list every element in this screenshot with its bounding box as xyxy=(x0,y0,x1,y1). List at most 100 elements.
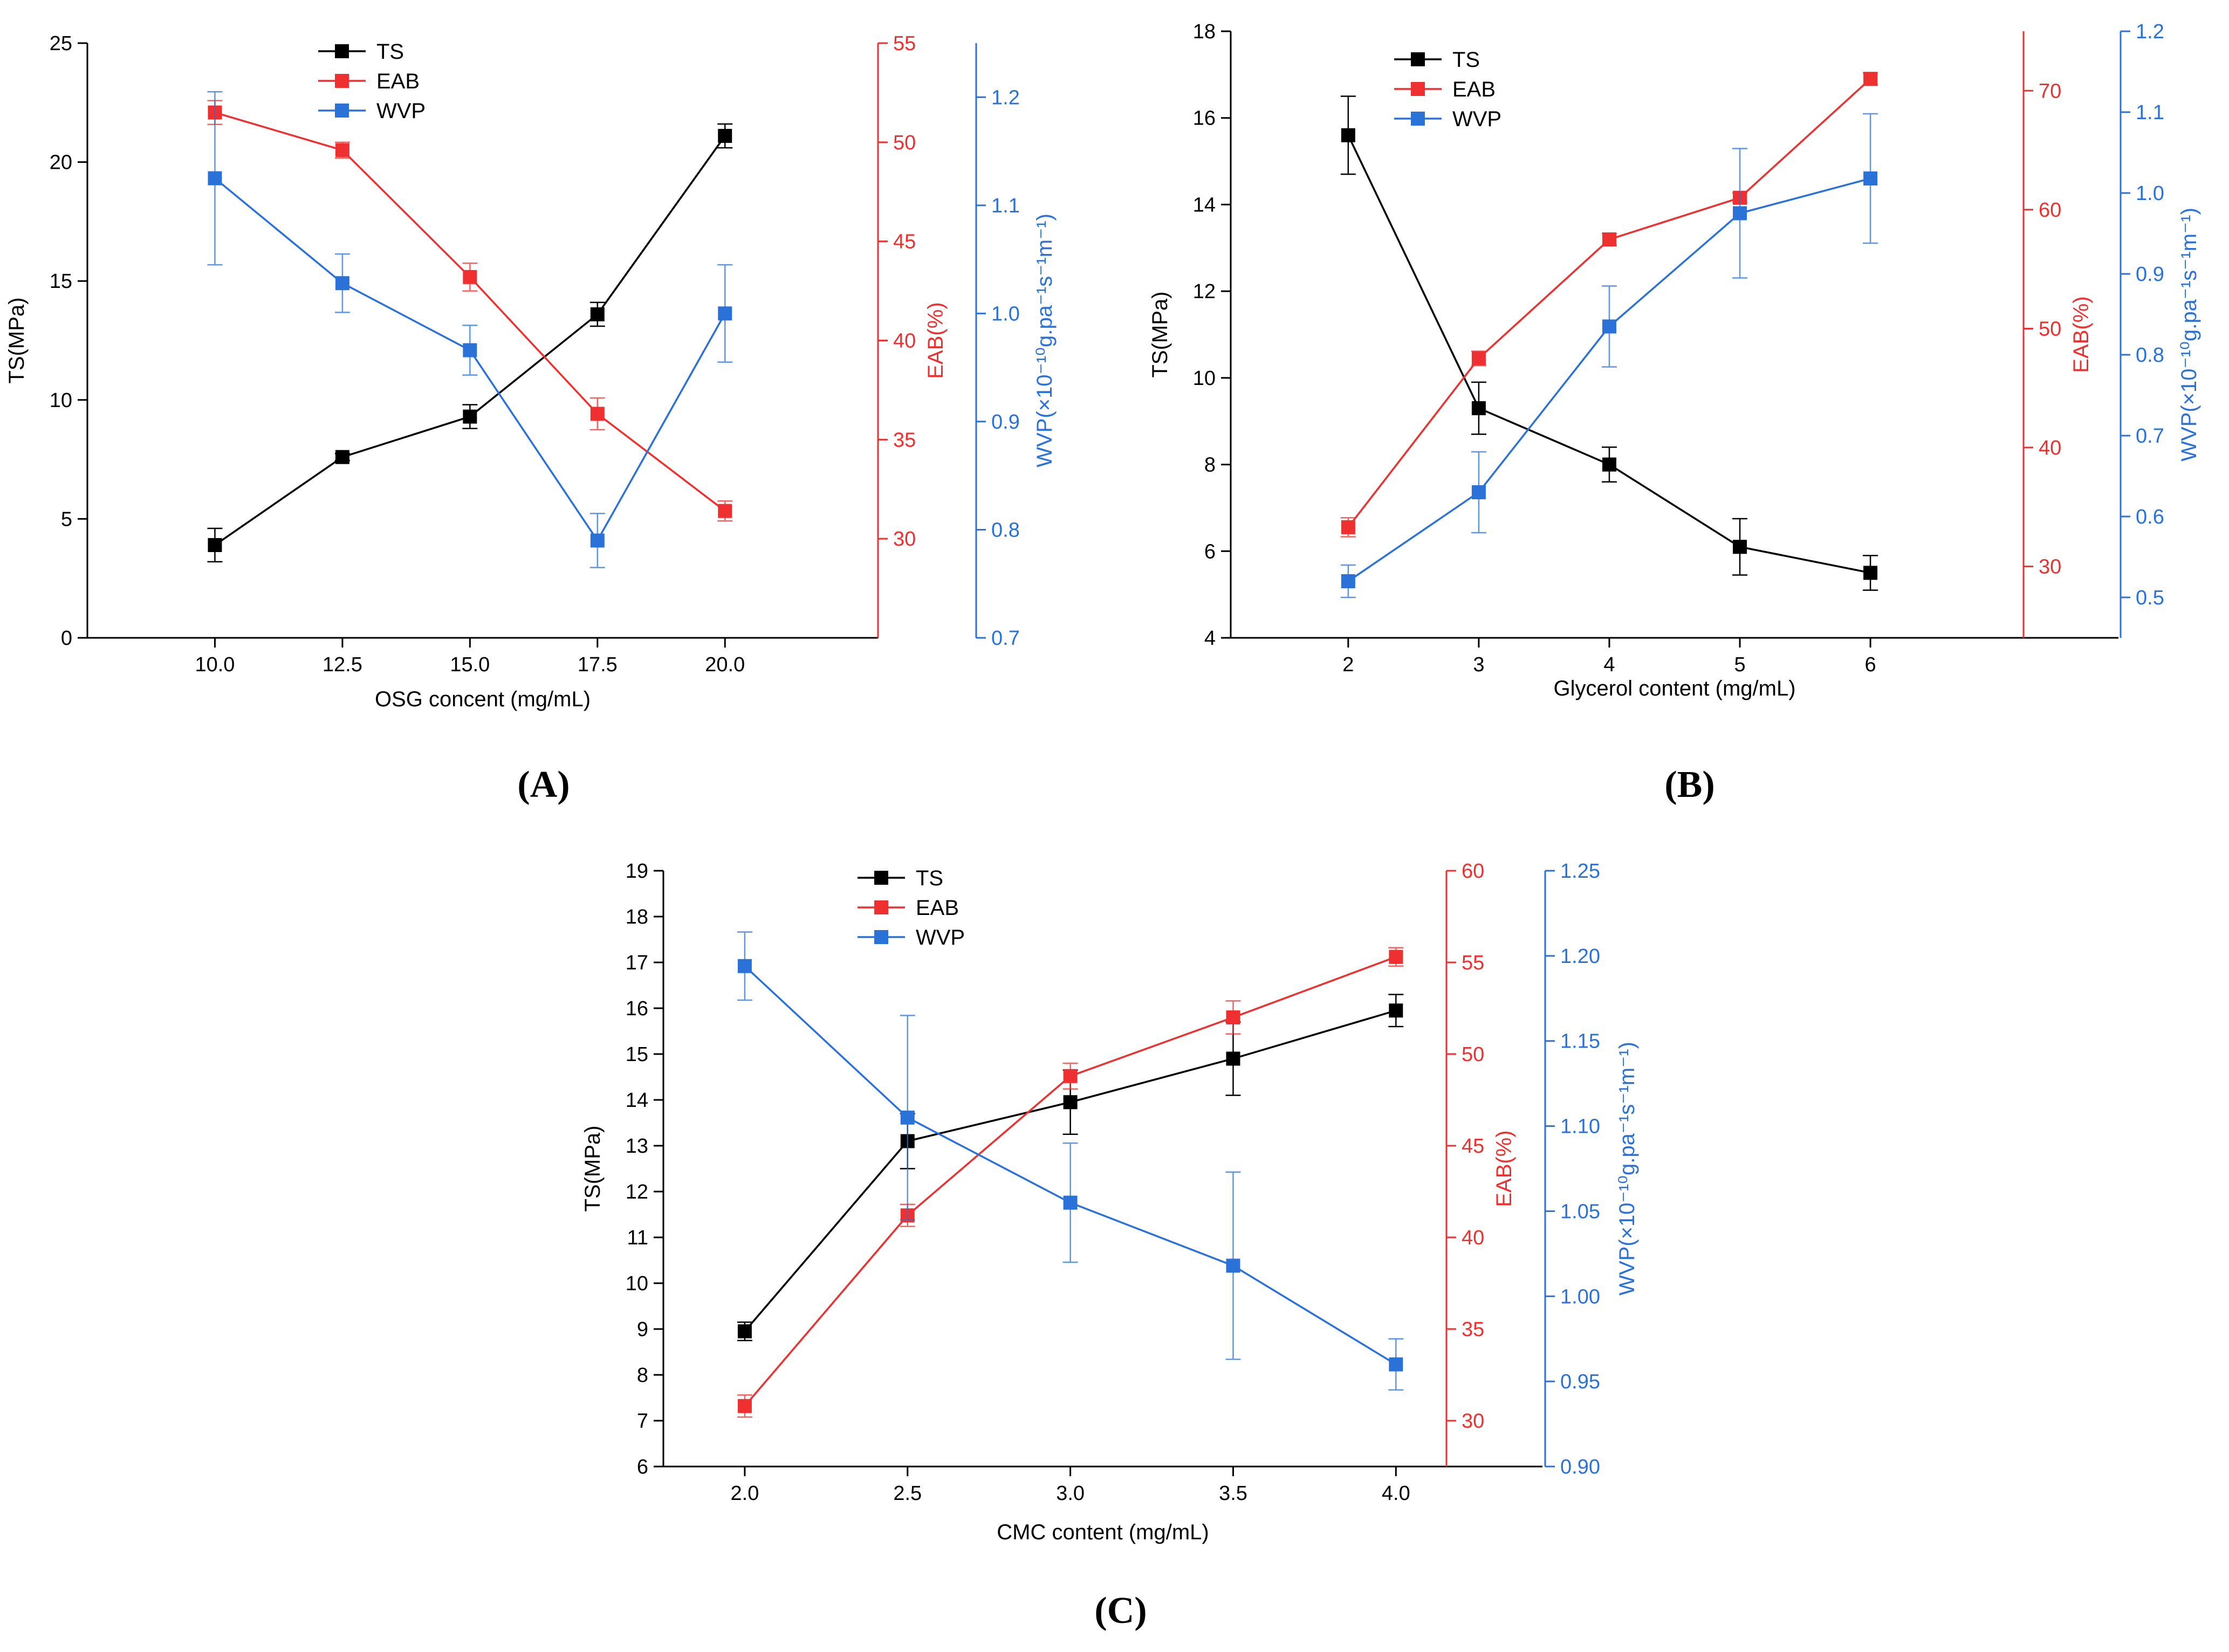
wvp-data-point xyxy=(900,1110,915,1125)
eab-tick-label: 45 xyxy=(893,231,916,253)
eab-axis-title: EAB(%) xyxy=(924,302,948,378)
legend-marker-ts xyxy=(335,44,349,58)
wvp-tick-label: 0.6 xyxy=(2136,506,2164,528)
ts-tick-label: 11 xyxy=(627,1227,648,1249)
wvp-data-point xyxy=(1863,171,1878,185)
wvp-data-point xyxy=(463,343,477,357)
x-tick-label: 2.5 xyxy=(893,1482,922,1505)
ts-tick-label: 5 xyxy=(61,508,72,531)
ts-tick-label: 8 xyxy=(637,1364,648,1387)
wvp-data-point xyxy=(1341,574,1355,588)
eab-data-point xyxy=(463,270,477,284)
wvp-tick-label: 1.05 xyxy=(1560,1200,1600,1223)
wvp-data-point xyxy=(1471,485,1486,499)
ts-data-point xyxy=(590,307,605,321)
wvp-tick-label: 1.1 xyxy=(2136,101,2164,124)
ts-data-point xyxy=(1733,540,1747,554)
wvp-tick-label: 0.9 xyxy=(2136,263,2164,286)
ts-data-point xyxy=(208,538,222,552)
ts-data-point xyxy=(1389,1003,1403,1018)
ts-tick-label: 6 xyxy=(637,1456,648,1478)
eab-data-point xyxy=(718,504,732,518)
eab-tick-label: 30 xyxy=(893,528,916,550)
legend-marker-eab xyxy=(335,74,349,88)
ts-tick-label: 19 xyxy=(626,860,648,883)
wvp-axis-title: WVP(×10⁻¹⁰g.pa⁻¹s⁻¹m⁻¹) xyxy=(2177,208,2201,462)
ts-tick-label: 12 xyxy=(626,1181,648,1203)
x-tick-label: 15.0 xyxy=(450,653,490,676)
ts-tick-label: 13 xyxy=(626,1135,648,1158)
ts-data-point xyxy=(1226,1051,1240,1066)
eab-tick-label: 40 xyxy=(1462,1227,1484,1249)
ts-tick-label: 18 xyxy=(1193,20,1216,43)
ts-data-point xyxy=(1341,128,1355,142)
wvp-axis-title: WVP(×10⁻¹⁰g.pa⁻¹s⁻¹m⁻¹) xyxy=(1033,214,1057,467)
panel-label: (A) xyxy=(517,764,570,806)
wvp-data-point xyxy=(1063,1195,1078,1210)
legend-marker-eab xyxy=(874,900,888,914)
eab-data-point xyxy=(1063,1069,1078,1083)
wvp-data-point xyxy=(1389,1357,1403,1372)
eab-tick-label: 30 xyxy=(1462,1410,1484,1433)
ts-tick-label: 14 xyxy=(626,1089,648,1112)
eab-data-point xyxy=(737,1399,752,1413)
ts-tick-label: 14 xyxy=(1193,194,1216,216)
eab-data-point xyxy=(1226,1010,1240,1024)
wvp-tick-label: 0.9 xyxy=(991,411,1020,433)
x-tick-label: 17.5 xyxy=(578,653,618,676)
chart-panel-3: 6 7 8 9 10 11 12 13 14 15 16 17 18 19 TS(MPa) 2.0 2.5 3.0… xyxy=(581,860,1639,1632)
wvp-tick-label: 0.90 xyxy=(1560,1456,1600,1478)
x-tick-label: 6 xyxy=(1865,653,1876,676)
eab-tick-label: 45 xyxy=(1462,1135,1484,1158)
legend-label-wvp: WVP xyxy=(916,926,965,949)
eab-data-point xyxy=(1341,520,1355,534)
wvp-tick-label: 1.1 xyxy=(991,195,1020,217)
wvp-tick-label: 1.25 xyxy=(1560,860,1600,883)
eab-tick-label: 55 xyxy=(893,32,916,55)
chart-panel-1: 0 5 10 15 20 25 TS(MPa) 10.0 12.5 15.0 17.5 20.0 OSG… xyxy=(5,32,1057,806)
eab-data-point xyxy=(1602,232,1616,247)
eab-tick-label: 40 xyxy=(2039,437,2061,459)
legend-marker-ts xyxy=(874,871,888,885)
ts-axis-title: TS(MPa) xyxy=(1148,292,1172,378)
wvp-axis-title: WVP(×10⁻¹⁰g.pa⁻¹s⁻¹m⁻¹) xyxy=(1615,1042,1639,1296)
x-tick-label: 3.0 xyxy=(1056,1482,1085,1505)
wvp-tick-label: 1.0 xyxy=(2136,182,2164,205)
ts-data-point xyxy=(1863,566,1878,580)
panel-label: (C) xyxy=(1094,1590,1147,1632)
wvp-data-point xyxy=(590,533,605,548)
ts-data-point xyxy=(463,409,477,424)
eab-data-point xyxy=(1389,949,1403,964)
wvp-tick-label: 1.00 xyxy=(1560,1285,1600,1308)
x-tick-label: 3 xyxy=(1473,653,1484,676)
ts-data-point xyxy=(1471,401,1486,416)
wvp-tick-label: 0.7 xyxy=(991,627,1020,650)
x-tick-label: 2.0 xyxy=(731,1482,759,1505)
legend-marker-wvp xyxy=(335,104,349,118)
wvp-tick-label: 1.2 xyxy=(991,86,1020,109)
x-tick-label: 20.0 xyxy=(705,653,745,676)
legend-marker-wvp xyxy=(874,930,888,944)
ts-tick-label: 6 xyxy=(1204,540,1216,563)
ts-data-point xyxy=(1602,457,1616,472)
wvp-data-point xyxy=(1733,206,1747,221)
x-tick-label: 10.0 xyxy=(195,653,235,676)
eab-tick-label: 35 xyxy=(1462,1318,1484,1341)
eab-tick-label: 50 xyxy=(2039,318,2061,340)
wvp-tick-label: 1.20 xyxy=(1560,945,1600,968)
wvp-tick-label: 0.8 xyxy=(991,519,1020,541)
ts-tick-label: 16 xyxy=(626,997,648,1020)
ts-axis-title: TS(MPa) xyxy=(581,1126,605,1212)
eab-axis-title: EAB(%) xyxy=(1492,1130,1516,1207)
x-tick-label: 5 xyxy=(1734,653,1745,676)
legend-label-wvp: WVP xyxy=(376,99,426,123)
chart-panel-2: 4 6 8 10 12 14 16 18 TS(MPa) 2 3 4 5 6 Glycerol conten… xyxy=(1148,20,2201,806)
wvp-tick-label: 1.0 xyxy=(991,302,1020,325)
ts-data-point xyxy=(1063,1095,1078,1110)
ts-tick-label: 8 xyxy=(1204,454,1216,477)
x-axis-title: CMC content (mg/mL) xyxy=(997,1520,1209,1544)
ts-tick-label: 18 xyxy=(626,906,648,928)
eab-tick-label: 50 xyxy=(1462,1043,1484,1066)
ts-tick-label: 15 xyxy=(626,1043,648,1066)
